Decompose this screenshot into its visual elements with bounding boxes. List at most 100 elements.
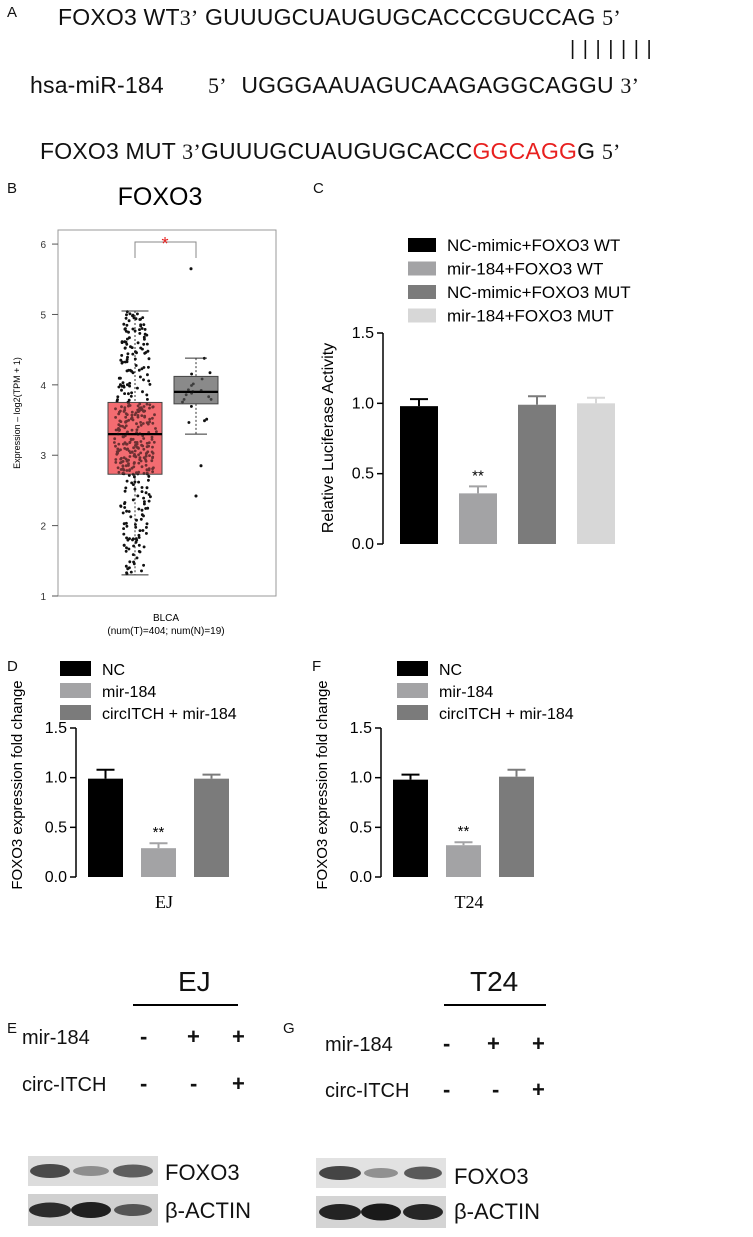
chart-b-point bbox=[127, 402, 130, 405]
mir-184-sequence: UGGGAAUAGUCAAGAGGCAGGU bbox=[241, 72, 614, 98]
chart-b-point bbox=[116, 395, 120, 399]
chart-b-point bbox=[129, 345, 132, 349]
chart-b-point bbox=[127, 398, 131, 402]
chart-b-point bbox=[148, 406, 151, 410]
chart-b-point bbox=[131, 472, 135, 476]
chart-b-point bbox=[125, 521, 128, 525]
chart-b-point bbox=[125, 524, 129, 528]
blot-e-row1-sign-2: + bbox=[187, 1024, 200, 1049]
chart-c-bar-3 bbox=[577, 403, 615, 544]
chart-b-point bbox=[126, 567, 130, 571]
chart-b-point bbox=[117, 429, 121, 432]
chart-f-bar-2 bbox=[499, 776, 534, 877]
chart-b-outlier bbox=[194, 494, 198, 498]
chart-c-y-label: Relative Luciferase Activity bbox=[320, 343, 337, 533]
chart-b-x-sublabel: (num(T)=404; num(N)=19) bbox=[107, 626, 224, 637]
chart-b-point bbox=[132, 465, 136, 469]
chart-b-point bbox=[131, 537, 135, 541]
chart-b-point bbox=[147, 493, 151, 496]
chart-b-point bbox=[123, 340, 127, 344]
chart-b-significance-star: * bbox=[161, 234, 168, 254]
chart-f-legend-swatch-1 bbox=[397, 683, 428, 698]
chart-b-point bbox=[139, 346, 143, 350]
chart-b-point bbox=[134, 455, 137, 459]
chart-b-point bbox=[136, 446, 140, 450]
foxo3-mut-sequence: GUUUGCUAUGUGCACC bbox=[200, 138, 473, 164]
chart-b-point bbox=[116, 398, 119, 401]
chart-b-point bbox=[129, 394, 133, 398]
chart-b-point bbox=[139, 440, 143, 443]
chart-b-significance-bracket bbox=[134, 241, 197, 258]
chart-b-point bbox=[208, 371, 212, 375]
chart-d-bar-2 bbox=[194, 778, 229, 877]
chart-b-point bbox=[134, 364, 138, 367]
chart-c-legend-swatch-1 bbox=[408, 261, 436, 276]
chart-b-point bbox=[135, 428, 139, 432]
chart-b-point bbox=[120, 405, 123, 409]
chart-f-ytick-label-3: 1.5 bbox=[350, 720, 372, 737]
blot-e-row1-sign-3: + bbox=[232, 1024, 245, 1049]
chart-b-point bbox=[133, 449, 137, 453]
chart-b-point bbox=[181, 400, 184, 404]
chart-b-ytick-label-2: 3 bbox=[40, 451, 46, 462]
chart-b-point bbox=[142, 496, 146, 500]
chart-b-ytick-label-3: 4 bbox=[40, 381, 46, 392]
chart-b-point bbox=[128, 384, 132, 388]
chart-b-point bbox=[140, 465, 144, 469]
chart-b-point bbox=[147, 431, 151, 434]
blot-e-title: EJ bbox=[178, 966, 211, 997]
chart-b-point bbox=[133, 480, 137, 484]
blot-g-row2-sign-2: - bbox=[492, 1077, 500, 1102]
chart-d-legend-label-0: NC bbox=[102, 662, 125, 679]
chart-b-point bbox=[124, 329, 128, 333]
chart-b-point bbox=[146, 349, 150, 353]
chart-b-point bbox=[116, 451, 119, 455]
chart-f-legend-label-0: NC bbox=[439, 662, 462, 679]
chart-b-point bbox=[145, 441, 149, 445]
chart-b-point bbox=[151, 421, 155, 425]
chart-b-point bbox=[127, 547, 131, 551]
chart-b-point bbox=[132, 483, 135, 486]
chart-b-point bbox=[142, 437, 146, 440]
chart-b-point bbox=[119, 376, 122, 380]
chart-b-point bbox=[151, 456, 154, 460]
chart-d-legend: NC mir-184 circITCH + mir-184 bbox=[60, 661, 237, 723]
chart-f-bars: ** bbox=[393, 768, 534, 877]
chart-d-ytick-label-0: 0.0 bbox=[45, 869, 67, 886]
chart-b-point bbox=[117, 412, 121, 416]
chart-b-point bbox=[142, 335, 146, 339]
chart-b-point bbox=[125, 509, 128, 513]
panel-label-g: G bbox=[283, 1020, 295, 1037]
chart-b-point bbox=[135, 538, 139, 542]
chart-b-point bbox=[129, 570, 133, 574]
chart-b-point bbox=[122, 472, 126, 476]
chart-b-point bbox=[134, 540, 138, 544]
foxo3-mut-5prime: 5’ bbox=[601, 139, 621, 164]
chart-b-point bbox=[140, 327, 144, 330]
chart-b-point bbox=[184, 393, 188, 397]
chart-b-point bbox=[155, 430, 158, 434]
chart-c-bar-0 bbox=[400, 406, 438, 544]
blot-g-row1-sign-3: + bbox=[532, 1031, 545, 1056]
chart-b-point bbox=[139, 324, 143, 328]
blot-g-row2-sign-3: + bbox=[532, 1077, 545, 1102]
chart-b-point bbox=[125, 358, 129, 361]
blot-e-row2-sign-1: - bbox=[140, 1071, 148, 1096]
chart-b-point bbox=[129, 417, 133, 421]
chart-b-point bbox=[128, 312, 132, 316]
chart-b-point bbox=[128, 381, 132, 385]
chart-c-legend-label-2: NC-mimic+FOXO3 MUT bbox=[447, 283, 631, 302]
chart-b-point bbox=[125, 442, 129, 446]
chart-f-x-label: T24 bbox=[455, 892, 484, 912]
chart-b-point bbox=[137, 368, 141, 372]
blot-e-row2-sign-3: + bbox=[232, 1071, 245, 1096]
chart-b-point bbox=[131, 437, 135, 441]
chart-d-bar-1 bbox=[141, 848, 176, 877]
chart-b-ytick-label-1: 2 bbox=[40, 522, 46, 533]
chart-b-point bbox=[152, 440, 156, 444]
chart-b-point bbox=[124, 486, 128, 490]
chart-b-point bbox=[137, 409, 141, 413]
chart-b-point bbox=[133, 475, 136, 479]
chart-b-point bbox=[209, 398, 213, 401]
chart-b-point bbox=[127, 458, 130, 462]
